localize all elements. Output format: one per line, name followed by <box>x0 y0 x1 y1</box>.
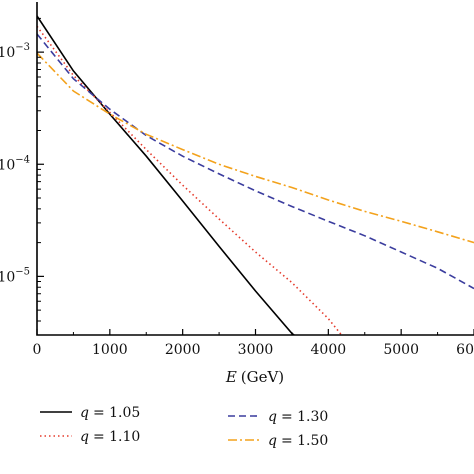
legend: q = 1.05 q = 1.10 q = 1.30 q = 1.50 <box>40 405 328 449</box>
legend-label-3: q = 1.30 <box>268 409 328 425</box>
y-tick-label: 10−5 <box>0 266 30 285</box>
x-tick-label: 4000 <box>311 342 347 358</box>
x-tick-label: 6000 <box>456 342 474 358</box>
series-layer <box>37 15 474 335</box>
x-axis-label-unit: (GeV) <box>241 368 284 386</box>
x-tick-label: 5000 <box>383 342 419 358</box>
series-line-1 <box>37 15 296 335</box>
series-line-2 <box>37 25 343 335</box>
x-tick-label: 1000 <box>92 342 128 358</box>
x-axis-label: E (GeV) <box>225 368 284 386</box>
x-tick-label: 2000 <box>165 342 201 358</box>
x-tick-label: 3000 <box>238 342 274 358</box>
plot-area <box>37 2 474 335</box>
legend-label-2: q = 1.10 <box>80 429 140 445</box>
y-tick-label: 10−3 <box>0 42 30 61</box>
y-axis-ticks: 10−3 10−4 10−5 <box>0 17 44 322</box>
legend-label-4: q = 1.50 <box>268 433 328 449</box>
y-tick-label: 10−4 <box>0 154 30 173</box>
x-axis-label-var: E <box>225 368 237 386</box>
series-line-3 <box>37 33 474 290</box>
x-axis-ticks: 0 1000 2000 3000 4000 5000 6000 <box>33 329 474 358</box>
legend-label-1: q = 1.05 <box>80 405 140 421</box>
x-tick-label: 0 <box>33 342 42 358</box>
